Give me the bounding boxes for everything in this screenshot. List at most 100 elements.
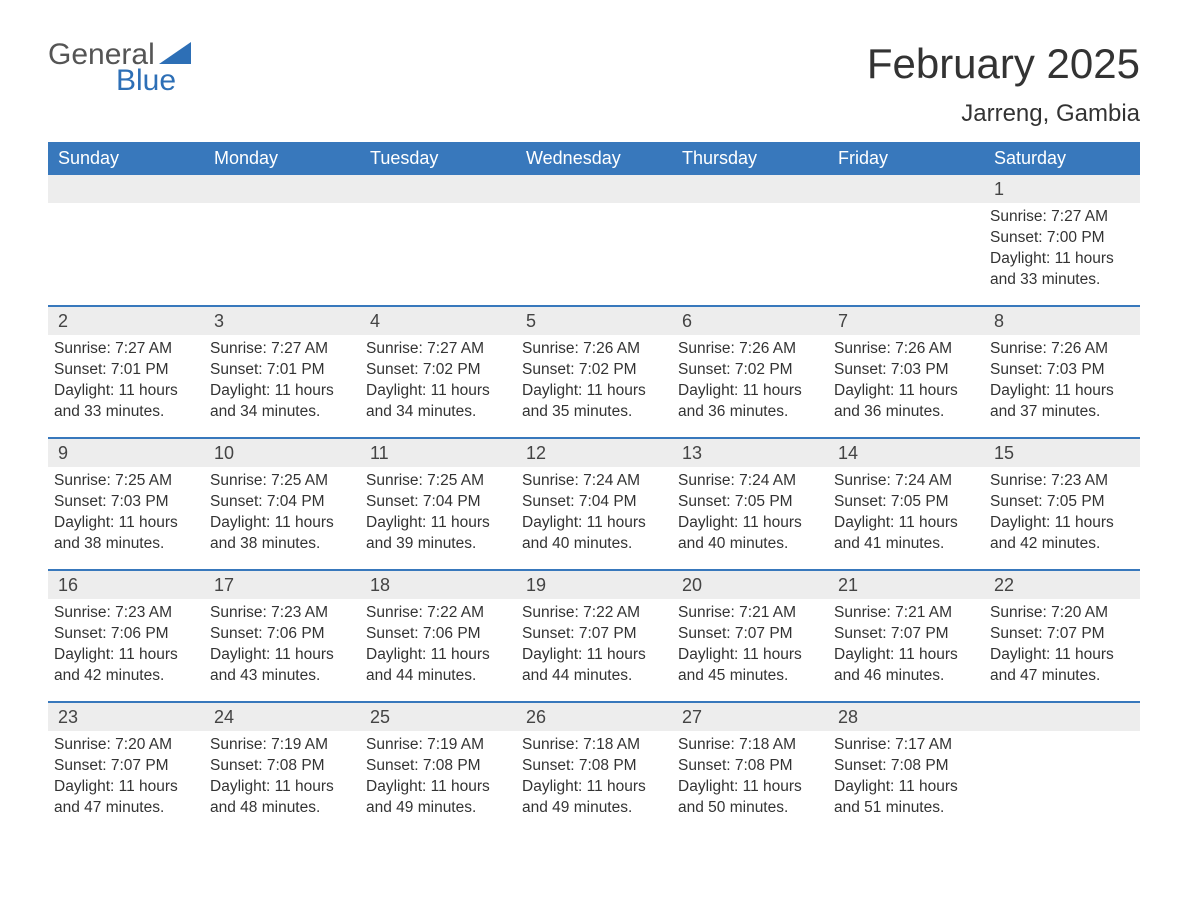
day-details: Sunrise: 7:20 AMSunset: 7:07 PMDaylight:…	[990, 603, 1134, 687]
daylight-text: Daylight: 11 hours and 47 minutes.	[990, 645, 1134, 687]
sunrise-text: Sunrise: 7:27 AM	[210, 339, 354, 360]
day-number: 11	[360, 439, 516, 467]
sunrise-text: Sunrise: 7:27 AM	[366, 339, 510, 360]
sunset-text: Sunset: 7:08 PM	[834, 756, 978, 777]
day-details: Sunrise: 7:19 AMSunset: 7:08 PMDaylight:…	[210, 735, 354, 819]
sunrise-text: Sunrise: 7:26 AM	[678, 339, 822, 360]
day-number: 9	[48, 439, 204, 467]
day-header-cell: Saturday	[984, 142, 1140, 175]
sunset-text: Sunset: 7:08 PM	[366, 756, 510, 777]
sunrise-text: Sunrise: 7:25 AM	[54, 471, 198, 492]
sunset-text: Sunset: 7:08 PM	[678, 756, 822, 777]
daylight-text: Daylight: 11 hours and 47 minutes.	[54, 777, 198, 819]
day-header-cell: Monday	[204, 142, 360, 175]
sunrise-text: Sunrise: 7:25 AM	[366, 471, 510, 492]
sunrise-text: Sunrise: 7:22 AM	[522, 603, 666, 624]
day-details: Sunrise: 7:24 AMSunset: 7:05 PMDaylight:…	[678, 471, 822, 555]
day-cell: 27Sunrise: 7:18 AMSunset: 7:08 PMDayligh…	[672, 703, 828, 833]
day-details: Sunrise: 7:25 AMSunset: 7:03 PMDaylight:…	[54, 471, 198, 555]
sunset-text: Sunset: 7:06 PM	[210, 624, 354, 645]
sunset-text: Sunset: 7:07 PM	[54, 756, 198, 777]
day-header-cell: Sunday	[48, 142, 204, 175]
daylight-text: Daylight: 11 hours and 34 minutes.	[210, 381, 354, 423]
day-number: 18	[360, 571, 516, 599]
sunrise-text: Sunrise: 7:26 AM	[834, 339, 978, 360]
sunrise-text: Sunrise: 7:24 AM	[522, 471, 666, 492]
day-number: 22	[984, 571, 1140, 599]
daylight-text: Daylight: 11 hours and 38 minutes.	[54, 513, 198, 555]
day-details: Sunrise: 7:17 AMSunset: 7:08 PMDaylight:…	[834, 735, 978, 819]
sunset-text: Sunset: 7:03 PM	[990, 360, 1134, 381]
daylight-text: Daylight: 11 hours and 36 minutes.	[834, 381, 978, 423]
weeks-container: 1Sunrise: 7:27 AMSunset: 7:00 PMDaylight…	[48, 175, 1140, 833]
daylight-text: Daylight: 11 hours and 34 minutes.	[366, 381, 510, 423]
day-details: Sunrise: 7:23 AMSunset: 7:06 PMDaylight:…	[210, 603, 354, 687]
title-block: February 2025 Jarreng, Gambia	[867, 40, 1140, 128]
day-number: 15	[984, 439, 1140, 467]
sunset-text: Sunset: 7:07 PM	[678, 624, 822, 645]
day-cell	[672, 175, 828, 305]
day-details: Sunrise: 7:27 AMSunset: 7:01 PMDaylight:…	[210, 339, 354, 423]
day-number: 16	[48, 571, 204, 599]
day-cell: 11Sunrise: 7:25 AMSunset: 7:04 PMDayligh…	[360, 439, 516, 569]
day-cell: 2Sunrise: 7:27 AMSunset: 7:01 PMDaylight…	[48, 307, 204, 437]
sunset-text: Sunset: 7:02 PM	[366, 360, 510, 381]
day-number: 28	[828, 703, 984, 731]
sunrise-text: Sunrise: 7:26 AM	[990, 339, 1134, 360]
day-cell: 7Sunrise: 7:26 AMSunset: 7:03 PMDaylight…	[828, 307, 984, 437]
sunrise-text: Sunrise: 7:27 AM	[54, 339, 198, 360]
sunset-text: Sunset: 7:06 PM	[54, 624, 198, 645]
day-cell: 15Sunrise: 7:23 AMSunset: 7:05 PMDayligh…	[984, 439, 1140, 569]
day-number: 3	[204, 307, 360, 335]
sunset-text: Sunset: 7:08 PM	[210, 756, 354, 777]
sunrise-text: Sunrise: 7:21 AM	[834, 603, 978, 624]
day-cell: 26Sunrise: 7:18 AMSunset: 7:08 PMDayligh…	[516, 703, 672, 833]
sunrise-text: Sunrise: 7:25 AM	[210, 471, 354, 492]
sunset-text: Sunset: 7:07 PM	[834, 624, 978, 645]
month-title: February 2025	[867, 40, 1140, 88]
sunrise-text: Sunrise: 7:27 AM	[990, 207, 1134, 228]
location: Jarreng, Gambia	[867, 100, 1140, 128]
day-details: Sunrise: 7:26 AMSunset: 7:03 PMDaylight:…	[834, 339, 978, 423]
daylight-text: Daylight: 11 hours and 33 minutes.	[990, 249, 1134, 291]
day-header-cell: Friday	[828, 142, 984, 175]
day-cell: 6Sunrise: 7:26 AMSunset: 7:02 PMDaylight…	[672, 307, 828, 437]
day-cell: 23Sunrise: 7:20 AMSunset: 7:07 PMDayligh…	[48, 703, 204, 833]
daylight-text: Daylight: 11 hours and 44 minutes.	[522, 645, 666, 687]
day-number: 2	[48, 307, 204, 335]
day-cell	[360, 175, 516, 305]
sunrise-text: Sunrise: 7:21 AM	[678, 603, 822, 624]
day-number: 6	[672, 307, 828, 335]
day-cell	[828, 175, 984, 305]
day-number: 21	[828, 571, 984, 599]
day-cell: 14Sunrise: 7:24 AMSunset: 7:05 PMDayligh…	[828, 439, 984, 569]
daylight-text: Daylight: 11 hours and 44 minutes.	[366, 645, 510, 687]
sunset-text: Sunset: 7:05 PM	[834, 492, 978, 513]
daylight-text: Daylight: 11 hours and 43 minutes.	[210, 645, 354, 687]
day-number: 25	[360, 703, 516, 731]
day-cell: 9 Sunrise: 7:25 AMSunset: 7:03 PMDaylight…	[48, 439, 204, 569]
sunrise-text: Sunrise: 7:24 AM	[678, 471, 822, 492]
sunrise-text: Sunrise: 7:24 AM	[834, 471, 978, 492]
sunset-text: Sunset: 7:02 PM	[522, 360, 666, 381]
day-details: Sunrise: 7:20 AMSunset: 7:07 PMDaylight:…	[54, 735, 198, 819]
week-row: 16Sunrise: 7:23 AMSunset: 7:06 PMDayligh…	[48, 569, 1140, 701]
day-cell: 19Sunrise: 7:22 AMSunset: 7:07 PMDayligh…	[516, 571, 672, 701]
day-details: Sunrise: 7:22 AMSunset: 7:06 PMDaylight:…	[366, 603, 510, 687]
day-details: Sunrise: 7:21 AMSunset: 7:07 PMDaylight:…	[834, 603, 978, 687]
day-number: 24	[204, 703, 360, 731]
sunset-text: Sunset: 7:07 PM	[990, 624, 1134, 645]
sunrise-text: Sunrise: 7:22 AM	[366, 603, 510, 624]
daylight-text: Daylight: 11 hours and 42 minutes.	[54, 645, 198, 687]
day-number: 1	[984, 175, 1140, 203]
day-header-cell: Tuesday	[360, 142, 516, 175]
sunset-text: Sunset: 7:02 PM	[678, 360, 822, 381]
sunset-text: Sunset: 7:08 PM	[522, 756, 666, 777]
day-number	[516, 175, 672, 203]
day-cell: 20Sunrise: 7:21 AMSunset: 7:07 PMDayligh…	[672, 571, 828, 701]
day-cell: 1Sunrise: 7:27 AMSunset: 7:00 PMDaylight…	[984, 175, 1140, 305]
day-cell: 24 Sunrise: 7:19 AMSunset: 7:08 PMDayligh…	[204, 703, 360, 833]
week-row: 1Sunrise: 7:27 AMSunset: 7:00 PMDaylight…	[48, 175, 1140, 305]
daylight-text: Daylight: 11 hours and 42 minutes.	[990, 513, 1134, 555]
sunset-text: Sunset: 7:03 PM	[834, 360, 978, 381]
